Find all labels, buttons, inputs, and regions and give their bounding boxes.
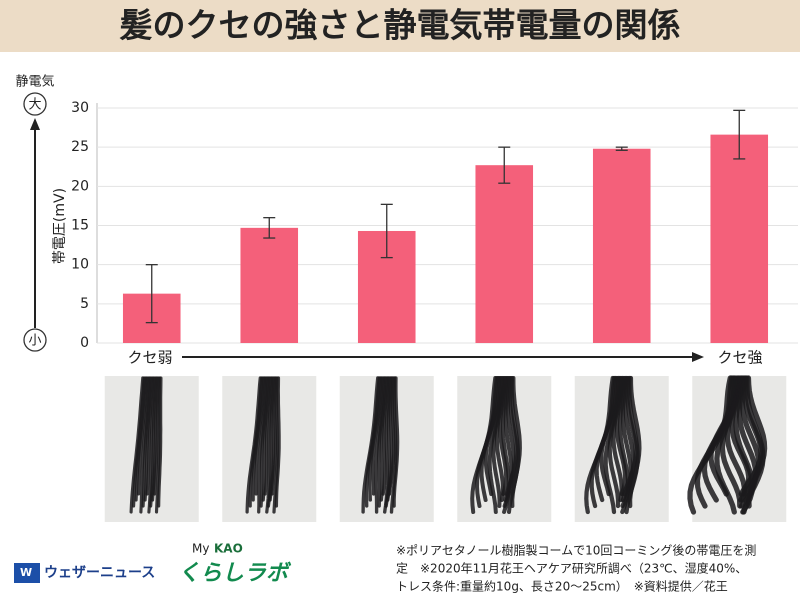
hair-strand (387, 376, 396, 496)
logo-mark (14, 563, 40, 583)
kao-brand: KAO (214, 542, 243, 556)
hair-strand (254, 376, 267, 496)
x-arrow-head (692, 352, 704, 362)
hair-strand (510, 376, 522, 508)
y-tick-label: 25 (71, 139, 89, 155)
y-axis-label: 帯電圧(mV) (52, 188, 68, 264)
hair-photo (222, 376, 317, 522)
title-band (0, 0, 800, 52)
footnote-line: ※ポリアセタノール樹脂製コームで10回コーミング後の帯電圧を測 (396, 543, 756, 558)
hair-strand (270, 376, 278, 496)
y-tick-label: 30 (71, 100, 89, 116)
y-axis-caption: 静電気 (15, 74, 54, 90)
x-axis-low: クセ弱 (127, 349, 172, 367)
y-arrow-head (30, 118, 40, 130)
error-bar (380, 203, 393, 259)
kao-my: My (192, 542, 209, 556)
footnote-line: トレス条件:重量約10g、長さ20～25cm） ※資料提供／花王 (396, 579, 728, 594)
y-tick-label: 0 (80, 335, 89, 351)
y-axis-low: 小 (28, 334, 41, 349)
hair-photo (574, 375, 669, 522)
hair-strand (392, 376, 400, 508)
bar (475, 165, 534, 343)
bar (240, 227, 299, 343)
y-axis-high: 大 (28, 98, 41, 113)
hair-strand (381, 376, 390, 496)
hair-photo (687, 375, 787, 522)
error-bar (145, 264, 158, 324)
logo-mark-text: W (20, 566, 32, 579)
hair-strand (145, 376, 155, 496)
y-tick-label: 20 (71, 178, 89, 194)
y-tick-label: 5 (80, 296, 89, 312)
y-tick-label: 10 (71, 257, 89, 273)
hair-strand (137, 376, 149, 496)
hair-strand (263, 376, 272, 496)
weathernews-text: ウェザーニュース (44, 565, 155, 581)
bar (592, 148, 651, 343)
bar (710, 134, 769, 343)
kurashi-lab: くらしラボ (178, 561, 292, 586)
hair-strand (157, 376, 163, 508)
x-axis-high: クセ強 (717, 349, 762, 367)
weathernews-logo: W ウェザーニュース (14, 563, 155, 583)
hair-photo (457, 376, 552, 522)
hair-photo (104, 376, 199, 522)
hair-strand (627, 375, 642, 509)
hair-strand (371, 376, 384, 496)
footnote-line: 定 ※2020年11月花王ヘアケア研究所調べ（23℃、湿度40%、 (396, 561, 747, 576)
chart-title: 髪のクセの強さと静電気帯電量の関係 (120, 6, 681, 45)
hair-photo (339, 376, 434, 522)
y-tick-label: 15 (71, 218, 89, 234)
error-bar (498, 146, 511, 184)
hair-strand (274, 376, 281, 508)
error-bar (733, 109, 746, 160)
hair-strand (745, 375, 768, 509)
high-circle (23, 92, 47, 116)
low-circle (23, 328, 47, 352)
hair-strand (152, 376, 160, 496)
error-bar (615, 146, 628, 151)
error-bar (263, 217, 276, 239)
